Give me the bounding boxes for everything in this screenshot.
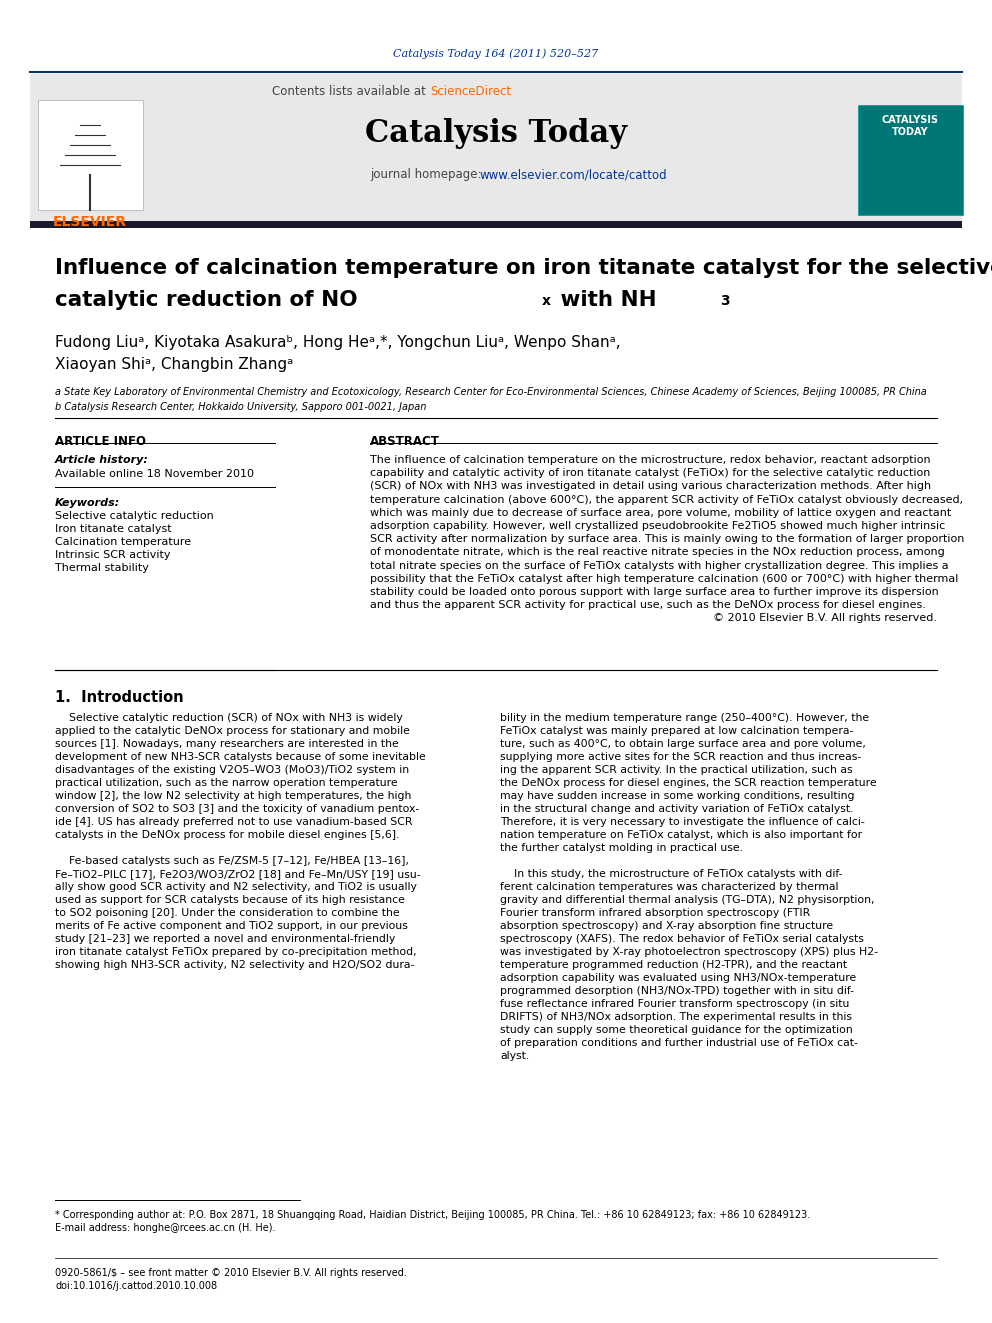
Text: E-mail address: honghe@rcees.ac.cn (H. He).: E-mail address: honghe@rcees.ac.cn (H. H… [55,1222,276,1233]
Text: ally show good SCR activity and N2 selectivity, and TiO2 is usually: ally show good SCR activity and N2 selec… [55,882,417,892]
Text: catalytic reduction of NO: catalytic reduction of NO [55,290,358,310]
Text: ABSTRACT: ABSTRACT [370,435,439,448]
Text: adsorption capability. However, well crystallized pseudobrookite Fe2TiO5 showed : adsorption capability. However, well cry… [370,521,945,531]
Text: to SO2 poisoning [20]. Under the consideration to combine the: to SO2 poisoning [20]. Under the conside… [55,908,400,918]
Text: fuse reflectance infrared Fourier transform spectroscopy (in situ: fuse reflectance infrared Fourier transf… [500,999,849,1009]
Text: with NH: with NH [553,290,657,310]
Text: ScienceDirect: ScienceDirect [430,85,511,98]
Bar [38,101,143,210]
Text: possibility that the FeTiOx catalyst after high temperature calcination (600 or : possibility that the FeTiOx catalyst aft… [370,574,958,583]
Text: Catalysis Today 164 (2011) 520–527: Catalysis Today 164 (2011) 520–527 [394,48,598,58]
Text: Available online 18 November 2010: Available online 18 November 2010 [55,468,254,479]
Text: of preparation conditions and further industrial use of FeTiOx cat-: of preparation conditions and further in… [500,1039,858,1048]
Text: disadvantages of the existing V2O5–WO3 (MoO3)/TiO2 system in: disadvantages of the existing V2O5–WO3 (… [55,765,409,775]
Text: Calcination temperature: Calcination temperature [55,537,191,546]
Text: Thermal stability: Thermal stability [55,564,149,573]
Text: ide [4]. US has already preferred not to use vanadium-based SCR: ide [4]. US has already preferred not to… [55,818,413,827]
Text: * Corresponding author at: P.O. Box 2871, 18 Shuangqing Road, Haidian District, : * Corresponding author at: P.O. Box 2871… [55,1211,810,1220]
Text: practical utilization, such as the narrow operation temperature: practical utilization, such as the narro… [55,778,398,789]
Text: supplying more active sites for the SCR reaction and thus increas-: supplying more active sites for the SCR … [500,751,861,762]
Text: www.elsevier.com/locate/cattod: www.elsevier.com/locate/cattod [480,168,668,181]
Text: window [2], the low N2 selectivity at high temperatures, the high: window [2], the low N2 selectivity at hi… [55,791,412,800]
Text: sources [1]. Nowadays, many researchers are interested in the: sources [1]. Nowadays, many researchers … [55,740,399,749]
Text: CATALYSIS
TODAY: CATALYSIS TODAY [882,115,938,138]
Text: doi:10.1016/j.cattod.2010.10.008: doi:10.1016/j.cattod.2010.10.008 [55,1281,217,1291]
Text: and thus the apparent SCR activity for practical use, such as the DeNOx process : and thus the apparent SCR activity for p… [370,601,926,610]
Text: of monodentate nitrate, which is the real reactive nitrate species in the NOx re: of monodentate nitrate, which is the rea… [370,548,944,557]
Text: was investigated by X-ray photoelectron spectroscopy (XPS) plus H2-: was investigated by X-ray photoelectron … [500,947,878,957]
Text: In this study, the microstructure of FeTiOx catalysts with dif-: In this study, the microstructure of FeT… [500,869,842,878]
Text: temperature programmed reduction (H2-TPR), and the reactant: temperature programmed reduction (H2-TPR… [500,960,847,970]
Text: Fe–TiO2–PILC [17], Fe2O3/WO3/ZrO2 [18] and Fe–Mn/USY [19] usu-: Fe–TiO2–PILC [17], Fe2O3/WO3/ZrO2 [18] a… [55,869,421,878]
Text: which was mainly due to decrease of surface area, pore volume, mobility of latti: which was mainly due to decrease of surf… [370,508,951,517]
Text: Influence of calcination temperature on iron titanate catalyst for the selective: Influence of calcination temperature on … [55,258,992,278]
Bar [858,105,963,216]
Text: x: x [542,294,551,308]
Text: ferent calcination temperatures was characterized by thermal: ferent calcination temperatures was char… [500,882,838,892]
Text: adsorption capability was evaluated using NH3/NOx-temperature: adsorption capability was evaluated usin… [500,972,856,983]
Text: Intrinsic SCR activity: Intrinsic SCR activity [55,550,171,560]
Text: Selective catalytic reduction: Selective catalytic reduction [55,511,213,521]
Text: Fe-based catalysts such as Fe/ZSM-5 [7–12], Fe/HBEA [13–16],: Fe-based catalysts such as Fe/ZSM-5 [7–1… [55,856,409,867]
Text: © 2010 Elsevier B.V. All rights reserved.: © 2010 Elsevier B.V. All rights reserved… [713,614,937,623]
Text: Xiaoyan Shiᵃ, Changbin Zhangᵃ: Xiaoyan Shiᵃ, Changbin Zhangᵃ [55,357,294,372]
Text: Article history:: Article history: [55,455,149,464]
Text: ARTICLE INFO: ARTICLE INFO [55,435,146,448]
Text: study [21–23] we reported a novel and environmental-friendly: study [21–23] we reported a novel and en… [55,934,395,945]
Text: Fudong Liuᵃ, Kiyotaka Asakuraᵇ, Hong Heᵃ,*, Yongchun Liuᵃ, Wenpo Shanᵃ,: Fudong Liuᵃ, Kiyotaka Asakuraᵇ, Hong Heᵃ… [55,335,621,351]
Text: stability could be loaded onto porous support with large surface area to further: stability could be loaded onto porous su… [370,587,938,597]
Text: 3: 3 [720,294,730,308]
Text: 0920-5861/$ – see front matter © 2010 Elsevier B.V. All rights reserved.: 0920-5861/$ – see front matter © 2010 El… [55,1267,407,1278]
Text: spectroscopy (XAFS). The redox behavior of FeTiOx serial catalysts: spectroscopy (XAFS). The redox behavior … [500,934,864,945]
Text: the DeNOx process for diesel engines, the SCR reaction temperature: the DeNOx process for diesel engines, th… [500,778,877,789]
Text: gravity and differential thermal analysis (TG–DTA), N2 physisorption,: gravity and differential thermal analysi… [500,894,875,905]
Text: SCR activity after normalization by surface area. This is mainly owing to the fo: SCR activity after normalization by surf… [370,534,964,544]
Bar [30,221,962,228]
Text: may have sudden increase in some working conditions, resulting: may have sudden increase in some working… [500,791,854,800]
Text: used as support for SCR catalysts because of its high resistance: used as support for SCR catalysts becaus… [55,894,405,905]
Text: ELSEVIER: ELSEVIER [53,216,127,229]
Text: total nitrate species on the surface of FeTiOx catalysts with higher crystalliza: total nitrate species on the surface of … [370,561,948,570]
Text: 1.  Introduction: 1. Introduction [55,691,184,705]
Text: a State Key Laboratory of Environmental Chemistry and Ecotoxicology, Research Ce: a State Key Laboratory of Environmental … [55,388,927,397]
Text: The influence of calcination temperature on the microstructure, redox behavior, : The influence of calcination temperature… [370,455,930,464]
Text: the further catalyst molding in practical use.: the further catalyst molding in practica… [500,843,743,853]
Text: Catalysis Today: Catalysis Today [365,118,627,149]
Text: catalysts in the DeNOx process for mobile diesel engines [5,6].: catalysts in the DeNOx process for mobil… [55,830,400,840]
Text: showing high NH3-SCR activity, N2 selectivity and H2O/SO2 dura-: showing high NH3-SCR activity, N2 select… [55,960,415,970]
Text: journal homepage:: journal homepage: [370,168,485,181]
Text: Iron titanate catalyst: Iron titanate catalyst [55,524,172,534]
Text: absorption spectroscopy) and X-ray absorption fine structure: absorption spectroscopy) and X-ray absor… [500,921,833,931]
Text: Therefore, it is very necessary to investigate the influence of calci-: Therefore, it is very necessary to inves… [500,818,865,827]
Text: development of new NH3-SCR catalysts because of some inevitable: development of new NH3-SCR catalysts bec… [55,751,426,762]
Text: Selective catalytic reduction (SCR) of NOx with NH3 is widely: Selective catalytic reduction (SCR) of N… [55,713,403,722]
Text: iron titanate catalyst FeTiOx prepared by co-precipitation method,: iron titanate catalyst FeTiOx prepared b… [55,947,417,957]
Text: study can supply some theoretical guidance for the optimization: study can supply some theoretical guidan… [500,1025,853,1035]
Text: capability and catalytic activity of iron titanate catalyst (FeTiOx) for the sel: capability and catalytic activity of iro… [370,468,930,478]
Text: alyst.: alyst. [500,1050,530,1061]
Text: in the structural change and activity variation of FeTiOx catalyst.: in the structural change and activity va… [500,804,853,814]
Text: ture, such as 400°C, to obtain large surface area and pore volume,: ture, such as 400°C, to obtain large sur… [500,740,866,749]
Text: (SCR) of NOx with NH3 was investigated in detail using various characterization : (SCR) of NOx with NH3 was investigated i… [370,482,931,491]
Text: temperature calcination (above 600°C), the apparent SCR activity of FeTiOx catal: temperature calcination (above 600°C), t… [370,495,963,504]
Text: Fourier transform infrared absorption spectroscopy (FTIR: Fourier transform infrared absorption sp… [500,908,810,918]
Text: FeTiOx catalyst was mainly prepared at low calcination tempera-: FeTiOx catalyst was mainly prepared at l… [500,726,853,736]
Text: conversion of SO2 to SO3 [3] and the toxicity of vanadium pentox-: conversion of SO2 to SO3 [3] and the tox… [55,804,420,814]
Bar [30,74,962,222]
Text: merits of Fe active component and TiO2 support, in our previous: merits of Fe active component and TiO2 s… [55,921,408,931]
Text: nation temperature on FeTiOx catalyst, which is also important for: nation temperature on FeTiOx catalyst, w… [500,830,862,840]
Text: Contents lists available at: Contents lists available at [273,85,430,98]
Text: b Catalysis Research Center, Hokkaido University, Sapporo 001-0021, Japan: b Catalysis Research Center, Hokkaido Un… [55,402,427,411]
Text: ing the apparent SCR activity. In the practical utilization, such as: ing the apparent SCR activity. In the pr… [500,765,853,775]
Text: DRIFTS) of NH3/NOx adsorption. The experimental results in this: DRIFTS) of NH3/NOx adsorption. The exper… [500,1012,852,1021]
Text: applied to the catalytic DeNOx process for stationary and mobile: applied to the catalytic DeNOx process f… [55,726,410,736]
Text: programmed desorption (NH3/NOx-TPD) together with in situ dif-: programmed desorption (NH3/NOx-TPD) toge… [500,986,854,996]
Text: Keywords:: Keywords: [55,497,120,508]
Text: bility in the medium temperature range (250–400°C). However, the: bility in the medium temperature range (… [500,713,869,722]
